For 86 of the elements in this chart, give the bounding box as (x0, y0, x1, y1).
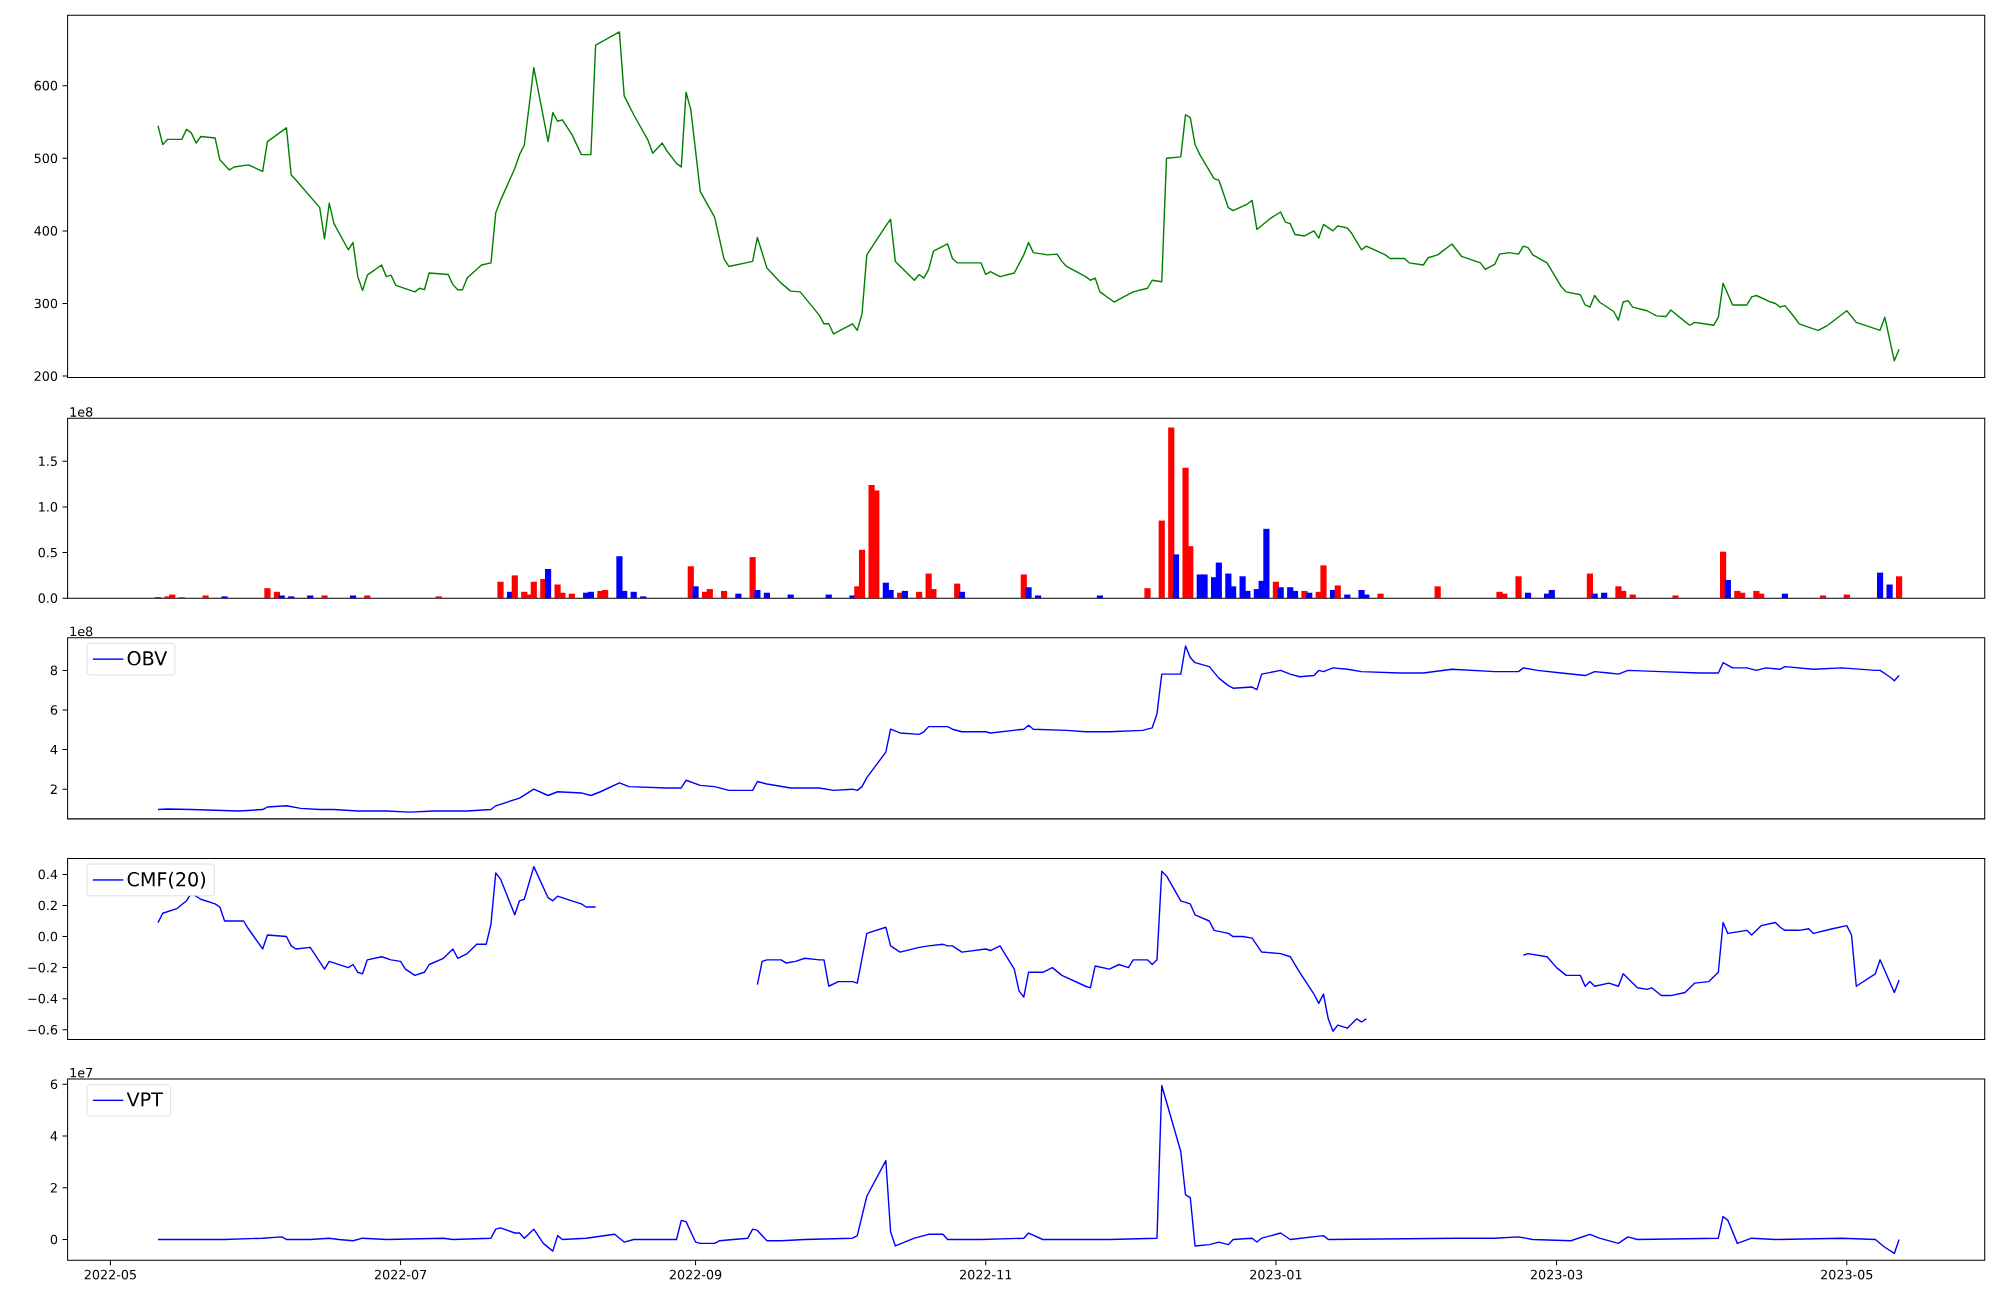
bar (530, 581, 537, 599)
x-tick-label: 2023-01 (1250, 1269, 1302, 1280)
bar (1201, 574, 1208, 599)
bar (1672, 595, 1679, 599)
y-tick-label: 300 (34, 298, 58, 309)
bar (1819, 595, 1827, 599)
y-tick-label: 2 (50, 784, 57, 795)
y-tick-label: 400 (34, 226, 58, 236)
bar (1215, 562, 1222, 599)
bar (958, 591, 966, 599)
bar (1876, 572, 1884, 599)
x-tick-label: 2022-05 (84, 1269, 136, 1280)
bar (349, 595, 357, 599)
bar (278, 595, 285, 599)
bar (1719, 551, 1727, 599)
bar (1586, 573, 1593, 599)
legend-label: OBV (127, 651, 168, 666)
y-tick-label: 0.2 (38, 900, 57, 911)
bar (858, 549, 866, 599)
bar (587, 591, 594, 599)
bar (706, 589, 713, 599)
y-tick-label: 0 (50, 1234, 58, 1245)
text: 1e8 (70, 407, 93, 417)
bar (1515, 576, 1522, 599)
bar (1291, 591, 1299, 599)
bar (1896, 576, 1903, 599)
y-tick-label: −0.4 (28, 993, 58, 1004)
y-tick-label: 4 (50, 745, 58, 755)
y-tick-label: 0.0 (38, 931, 58, 942)
bar (754, 590, 761, 599)
y-tick-label: 200 (34, 371, 58, 382)
y-tick-label: −0.6 (28, 1025, 58, 1035)
y-tick-label: 0.4 (38, 869, 58, 880)
y-tick-label: 0.5 (38, 547, 57, 558)
y-tick-label: 0.0 (38, 593, 58, 604)
y-tick-label: 1.5 (39, 456, 57, 467)
y-tick-label: 2 (50, 1183, 57, 1193)
x-tick-label: 2022-11 (960, 1269, 1012, 1280)
bar (1263, 528, 1270, 599)
bar (1025, 587, 1032, 599)
bar (1277, 587, 1284, 599)
legend-label: CMF(20) (127, 871, 206, 889)
bar (1320, 565, 1327, 599)
y-tick-label: 4 (50, 1131, 58, 1141)
bar (721, 591, 728, 599)
x-tick-label: 2022-07 (374, 1269, 427, 1280)
bar (749, 557, 756, 599)
x-tick-label: 2023-05 (1821, 1269, 1873, 1280)
bar (202, 595, 209, 599)
bar (1377, 593, 1384, 599)
y-tick-label: 1.0 (39, 502, 58, 512)
bar (497, 581, 504, 599)
bar (1158, 520, 1165, 599)
bar (1034, 595, 1042, 599)
bar (901, 591, 908, 599)
text: 1e8 (70, 626, 93, 637)
bar (1144, 588, 1151, 599)
y-tick-label: 6 (50, 1079, 58, 1090)
bar (916, 591, 923, 599)
y-tick-label: 600 (34, 80, 58, 91)
bar (1096, 595, 1103, 599)
bar (1724, 580, 1731, 599)
bar (1172, 554, 1180, 599)
bar (544, 569, 552, 599)
x-tick-label: 2022-09 (669, 1269, 722, 1280)
bar (692, 586, 699, 599)
bar (1434, 586, 1441, 599)
bar (264, 588, 271, 599)
bar (511, 575, 518, 599)
y-tick-label: −0.2 (28, 962, 57, 973)
y-tick-label: 8 (50, 665, 58, 676)
x-tick-label: 2023-03 (1530, 1269, 1583, 1280)
legend-label: VPT (126, 1092, 163, 1107)
bar (1168, 427, 1175, 599)
y-tick-label: 500 (34, 153, 58, 164)
bar (1886, 584, 1893, 599)
bar (321, 595, 328, 599)
bar (1548, 590, 1555, 599)
y-tick-label: 6 (50, 705, 58, 715)
text: 1e7 (70, 1068, 93, 1078)
bar (1334, 585, 1341, 599)
bar (364, 595, 371, 599)
bar (616, 556, 623, 599)
line-series (157, 31, 1900, 362)
bar (630, 591, 637, 599)
bar (307, 595, 314, 599)
